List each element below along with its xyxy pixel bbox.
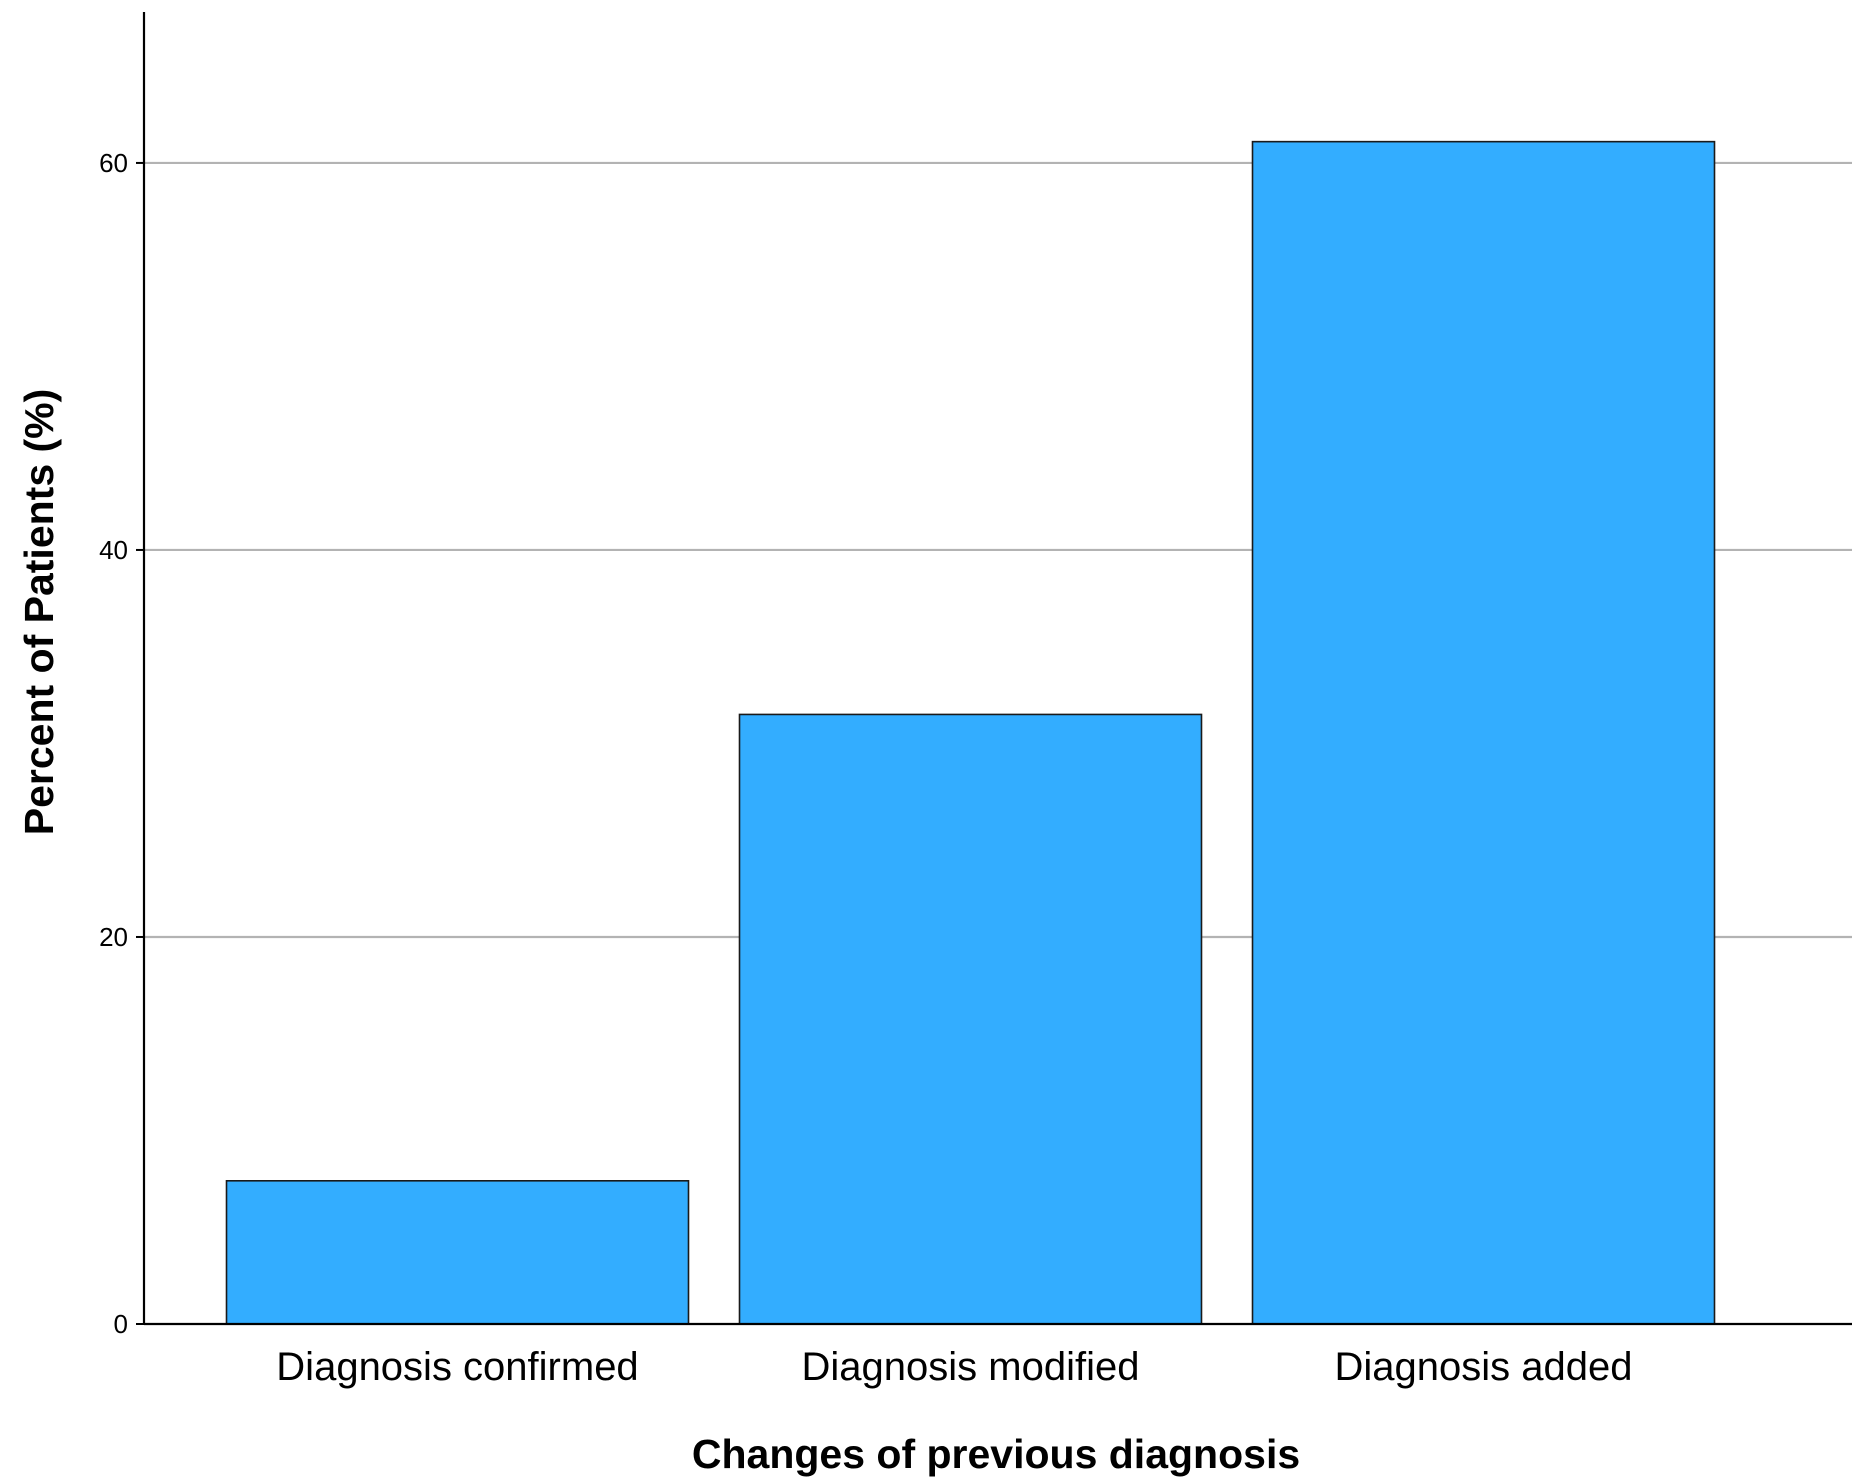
y-tick-label-20: 20 xyxy=(99,922,128,952)
x-tick-label-diagnosis-modified: Diagnosis modified xyxy=(802,1345,1140,1389)
y-tick-label-0: 0 xyxy=(114,1309,128,1339)
y-axis-title: Percent of Patients (%) xyxy=(16,389,62,836)
y-tick-label-40: 40 xyxy=(99,535,128,565)
x-tick-labels: Diagnosis confirmed Diagnosis modified Dia… xyxy=(276,1345,1632,1389)
bars xyxy=(225,140,1716,1325)
x-axis-title: Changes of previous diagnosis xyxy=(692,1431,1300,1477)
y-tick-label-60: 60 xyxy=(99,148,128,178)
axes xyxy=(142,12,1852,1326)
x-tick-label-diagnosis-added: Diagnosis added xyxy=(1335,1345,1633,1389)
y-tick-labels: 0 20 40 60 xyxy=(99,148,144,1339)
x-tick-label-diagnosis-confirmed: Diagnosis confirmed xyxy=(276,1345,638,1389)
bar-diagnosis-modified xyxy=(738,713,1203,1325)
bar-diagnosis-added xyxy=(1251,140,1716,1325)
bar-diagnosis-confirmed xyxy=(225,1180,690,1325)
